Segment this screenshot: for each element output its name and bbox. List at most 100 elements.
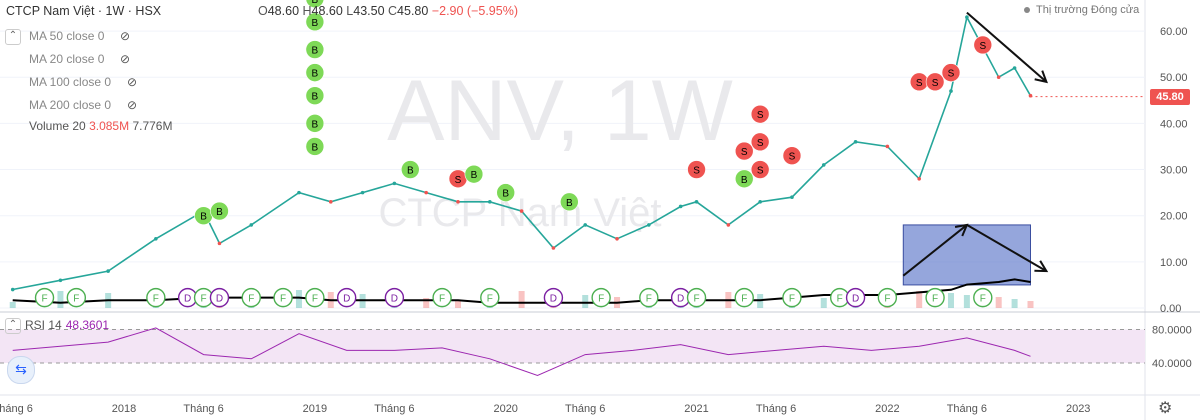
price-point	[249, 223, 254, 227]
price-point	[821, 163, 826, 167]
high-value: 48.60	[311, 4, 343, 18]
marker-label: B	[312, 142, 319, 153]
marker-label: B	[312, 92, 319, 103]
marker-label: S	[757, 138, 764, 149]
signal-label: F	[932, 294, 938, 305]
buy-marker	[305, 0, 325, 9]
chevron-up-icon[interactable]: ⌃	[5, 318, 21, 334]
signal-label: D	[852, 294, 859, 305]
close-label: C	[388, 4, 398, 18]
marker-label: S	[979, 41, 986, 52]
y-tick-label: 30.00	[1160, 165, 1188, 177]
signal-label: F	[439, 294, 445, 305]
signal-label: F	[598, 294, 604, 305]
low-value: 43.50	[353, 4, 385, 18]
price-point	[949, 89, 953, 93]
buy-marker	[305, 12, 325, 32]
price-point	[647, 223, 651, 227]
signal-marker	[925, 287, 945, 308]
volume-bar	[947, 293, 954, 308]
chevron-up-icon[interactable]: ⌃	[5, 29, 21, 45]
symbol-title[interactable]: CTCP Nam Việt · 1W · HSX	[6, 4, 162, 18]
buy-marker	[496, 183, 516, 202]
volume-bar	[455, 300, 461, 308]
signal-label: D	[677, 294, 684, 305]
trend-arrow-box-down	[966, 224, 1047, 272]
sell-marker	[941, 63, 961, 82]
scroll-to-latest-icon[interactable]: ⇆	[7, 356, 35, 384]
x-tick-label: 2019	[303, 403, 327, 415]
marker-label: B	[741, 175, 748, 186]
buy-marker	[305, 137, 325, 156]
signal-marker	[639, 287, 659, 308]
x-tick-label: Tháng 6	[565, 403, 605, 415]
sell-marker	[750, 160, 770, 179]
signal-marker	[686, 287, 707, 308]
price-point	[758, 200, 762, 204]
volume-legend[interactable]: Volume 20 3.085M 7.776M	[29, 119, 172, 133]
price-point	[694, 200, 699, 204]
signal-label: F	[693, 294, 699, 305]
rsi-tick-label: 40.0000	[1152, 358, 1192, 370]
x-tick-label: Tháng 6	[756, 403, 796, 415]
price-point	[790, 195, 794, 200]
price-point	[58, 278, 63, 283]
marker-label: S	[932, 78, 939, 89]
signal-marker	[241, 287, 261, 308]
x-tick-label: 2021	[684, 403, 708, 415]
eye-off-icon[interactable]: ⊘	[127, 75, 138, 89]
signal-marker	[543, 287, 564, 308]
price-point	[678, 204, 683, 209]
eye-off-icon[interactable]: ⊘	[127, 98, 138, 112]
rsi-band	[0, 329, 1145, 363]
marker-label: S	[916, 78, 923, 89]
price-point	[456, 200, 460, 204]
gear-icon[interactable]: ⚙	[1158, 400, 1173, 417]
marker-label: S	[948, 69, 955, 80]
signal-marker	[480, 287, 500, 308]
eye-off-icon[interactable]: ⊘	[120, 29, 131, 43]
buy-marker	[734, 169, 754, 189]
marker-label: B	[471, 170, 478, 181]
buy-marker	[305, 114, 325, 133]
marker-label: S	[455, 175, 462, 186]
marker-label: S	[741, 147, 748, 158]
volume-bar	[1027, 301, 1034, 308]
price-point	[551, 246, 556, 250]
buy-marker	[400, 160, 420, 179]
market-status: Thị trường Đóng cửa	[1024, 4, 1139, 16]
marker-label: S	[757, 110, 764, 121]
marker-label: B	[407, 166, 414, 177]
price-point	[10, 287, 15, 292]
sell-marker	[973, 35, 993, 55]
ma100-label: MA 100 close 0	[29, 75, 112, 89]
chart-header: CTCP Nam Việt · 1W · HSX O48.60 H48.60 L…	[0, 0, 1145, 20]
signal-marker	[146, 287, 166, 308]
volume-bar	[57, 291, 64, 308]
signal-label: D	[343, 294, 350, 305]
price-point	[853, 140, 858, 144]
eye-off-icon[interactable]: ⊘	[120, 52, 131, 66]
watermark-name: CTCP Nam Việt	[378, 191, 661, 235]
marker-label: S	[789, 152, 796, 163]
rsi-legend[interactable]: ⌃ RSI 14 48.3601	[5, 318, 109, 334]
rsi-tick-label: 80.0000	[1152, 325, 1192, 337]
marker-label: B	[200, 212, 207, 223]
signal-marker	[336, 287, 357, 308]
volume-bar	[963, 295, 970, 308]
price-point	[360, 190, 365, 195]
signal-label: D	[550, 294, 557, 305]
y-tick-label: 0.00	[1160, 303, 1181, 315]
price-point	[726, 223, 731, 227]
buy-marker	[464, 164, 484, 184]
y-tick-label: 50.00	[1160, 72, 1188, 84]
signal-marker	[384, 287, 405, 308]
x-tick-label: 2020	[493, 403, 517, 415]
marker-label: S	[757, 166, 764, 177]
signal-label: D	[184, 294, 191, 305]
signal-marker	[973, 287, 993, 308]
close-value: 45.80	[397, 4, 429, 18]
buy-marker	[560, 192, 579, 212]
marker-label: B	[312, 46, 319, 57]
